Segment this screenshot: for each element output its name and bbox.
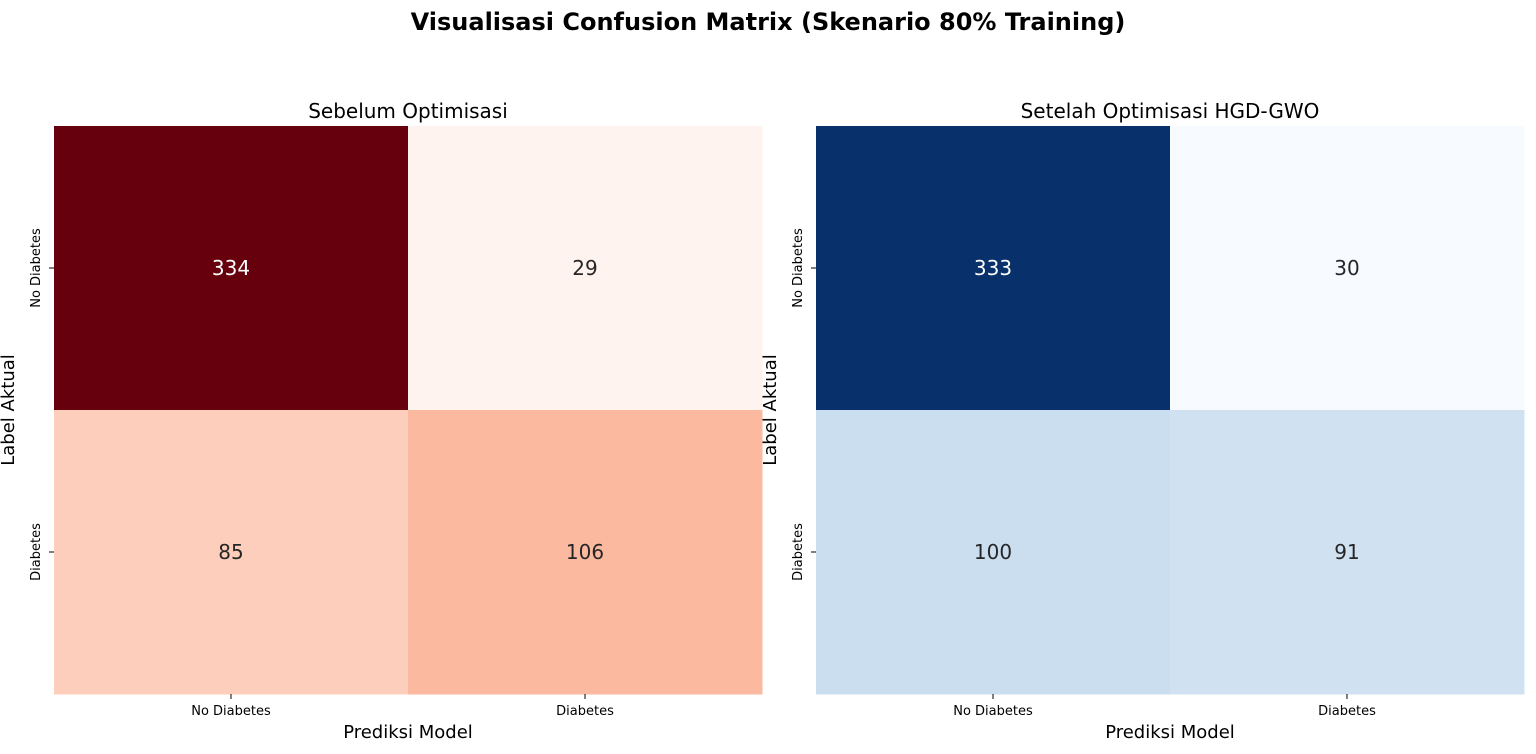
y-tick-label: No Diabetes: [29, 228, 44, 308]
x-axis-label: Prediksi Model: [1105, 722, 1235, 743]
heatmap-cell: [408, 126, 763, 411]
heatmap-cell: [54, 410, 409, 695]
y-tick-label: No Diabetes: [791, 228, 806, 308]
y-tick-label: Diabetes: [791, 523, 806, 581]
x-tick-label: No Diabetes: [191, 704, 271, 719]
x-tick-label: Diabetes: [1318, 704, 1376, 719]
cell-value-label: 85: [218, 540, 243, 564]
panel-title: Setelah Optimisasi HGD-GWO: [1021, 99, 1320, 123]
panel-title: Sebelum Optimisasi: [308, 99, 508, 123]
heatmap-cell: [54, 126, 409, 411]
y-axis-label: Label Aktual: [760, 354, 781, 466]
y-axis-label: Label Aktual: [0, 354, 19, 466]
cell-value-label: 100: [974, 540, 1012, 564]
cell-value-label: 91: [1334, 540, 1359, 564]
heatmap-cell: [408, 410, 763, 695]
heatmap-cell: [1170, 126, 1525, 411]
cell-value-label: 106: [566, 540, 604, 564]
cell-value-label: 29: [572, 256, 597, 280]
heatmap-cell: [1170, 410, 1525, 695]
cell-value-label: 334: [212, 256, 250, 280]
cell-value-label: 30: [1334, 256, 1359, 280]
heatmap-cell: [816, 126, 1171, 411]
x-tick-label: Diabetes: [556, 704, 614, 719]
y-tick-label: Diabetes: [29, 523, 44, 581]
x-tick-label: No Diabetes: [953, 704, 1033, 719]
figure-suptitle: Visualisasi Confusion Matrix (Skenario 8…: [410, 8, 1126, 36]
x-axis-label: Prediksi Model: [343, 722, 473, 743]
heatmap-cell: [816, 410, 1171, 695]
cell-value-label: 333: [974, 256, 1012, 280]
